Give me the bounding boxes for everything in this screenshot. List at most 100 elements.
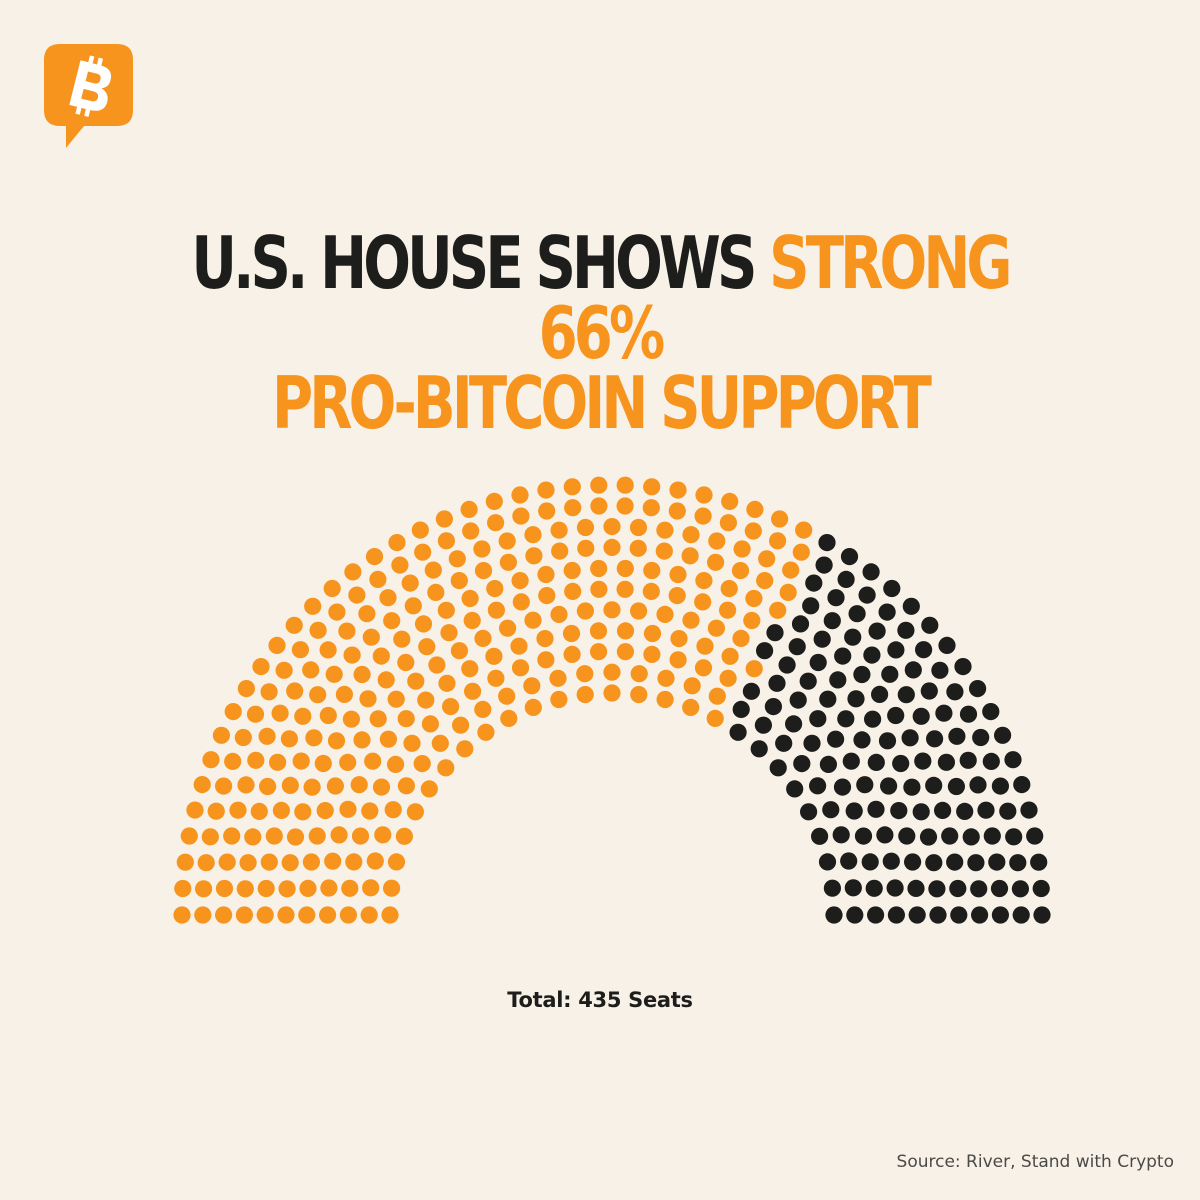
seat-dot [822,801,840,819]
source-credit: Source: River, Stand with Crypto [896,1152,1174,1172]
seat-dot [837,570,855,588]
seat-dot [920,682,938,700]
seat-dot [215,777,233,795]
seat-dot [194,906,212,924]
seat-dot [486,580,504,598]
seat-dot [406,803,424,821]
seat-dot [867,800,885,818]
seat-dot [825,906,843,924]
seat-dot [915,641,933,659]
seat-dot [538,587,556,605]
seat-dot [813,630,831,648]
seat-dot [511,572,529,590]
seat-dot [616,497,634,515]
seat-dot [853,665,871,684]
seat-dot [892,754,910,773]
seat-dot [827,730,845,748]
seat-dot [881,665,899,683]
seat-dot [212,726,230,744]
seat-dot [926,730,944,748]
parliament-chart [80,470,1130,940]
seat-dot [769,532,787,550]
seat-dot [991,906,1010,924]
seat-dot [549,669,567,687]
seat-dot [682,526,700,544]
seat-dot [912,803,930,821]
seat-dot [867,906,885,924]
seat-dot [990,879,1009,898]
seat-dot [285,616,303,634]
seat-dot [442,698,460,716]
seat-dot [309,686,327,704]
seat-dot [247,751,265,769]
seat-dot [487,601,505,619]
seat-dot [925,854,943,872]
seat-dot [358,605,376,623]
seat-dot [320,879,338,897]
seat-dot [437,759,455,777]
seat-dot [815,556,833,574]
seat-dot [537,651,555,669]
seat-dot [364,752,382,770]
seat-dot [280,730,298,748]
seat-dot [500,709,518,727]
seat-dot [862,563,880,581]
seat-dot [420,780,438,798]
seat-dot [959,751,977,769]
seat-dot [223,827,241,845]
seat-dot [383,879,401,897]
seat-dot [387,853,406,871]
seat-dot [414,543,432,561]
seat-dot [743,611,761,630]
seat-dot [846,906,864,924]
seat-dot [694,507,712,525]
seat-dot [793,755,811,773]
seat-dot [379,730,397,748]
seat-dot [281,776,299,794]
seat-dot [244,828,262,846]
seat-dot [947,777,966,796]
seat-dot [234,728,252,747]
seat-dot [303,778,321,796]
seat-dot [395,827,413,845]
seat-dot [876,826,894,844]
seat-dot [732,700,750,718]
seat-dot [948,727,966,745]
seat-dot [937,753,956,771]
seat-dot [823,879,842,897]
seat-dot [1030,853,1048,871]
seat-dot [268,636,286,654]
seat-dot [707,553,725,571]
seat-dot [983,827,1001,845]
seat-dot [176,853,194,871]
seat-dot [682,611,700,629]
seat-dot [991,777,1010,795]
seat-dot [487,514,505,532]
seat-dot [361,802,379,820]
seat-dot [809,653,827,672]
seat-dot [871,685,889,703]
seat-dot [950,906,968,924]
seat-dot [260,683,278,701]
seat-dot [972,728,990,747]
seat-dot [374,826,392,844]
seat-dot [281,854,299,872]
seat-dot [683,677,701,695]
seat-dot [733,540,751,558]
seat-dot [908,906,926,924]
seat-dot [512,507,530,525]
seat-dot [721,647,739,665]
seat-dot [201,828,219,846]
seat-dot [795,521,813,539]
seat-dot [682,698,700,716]
seat-dot [791,615,810,633]
seat-dot [1004,751,1022,769]
seat-dot [278,880,296,898]
seat-dot [258,727,276,745]
seat-dot [440,624,458,642]
seat-dot [338,622,356,640]
seat-dot [328,603,346,621]
seat-dot [782,561,800,579]
seat-dot [802,597,820,615]
seat-dot [341,879,359,897]
